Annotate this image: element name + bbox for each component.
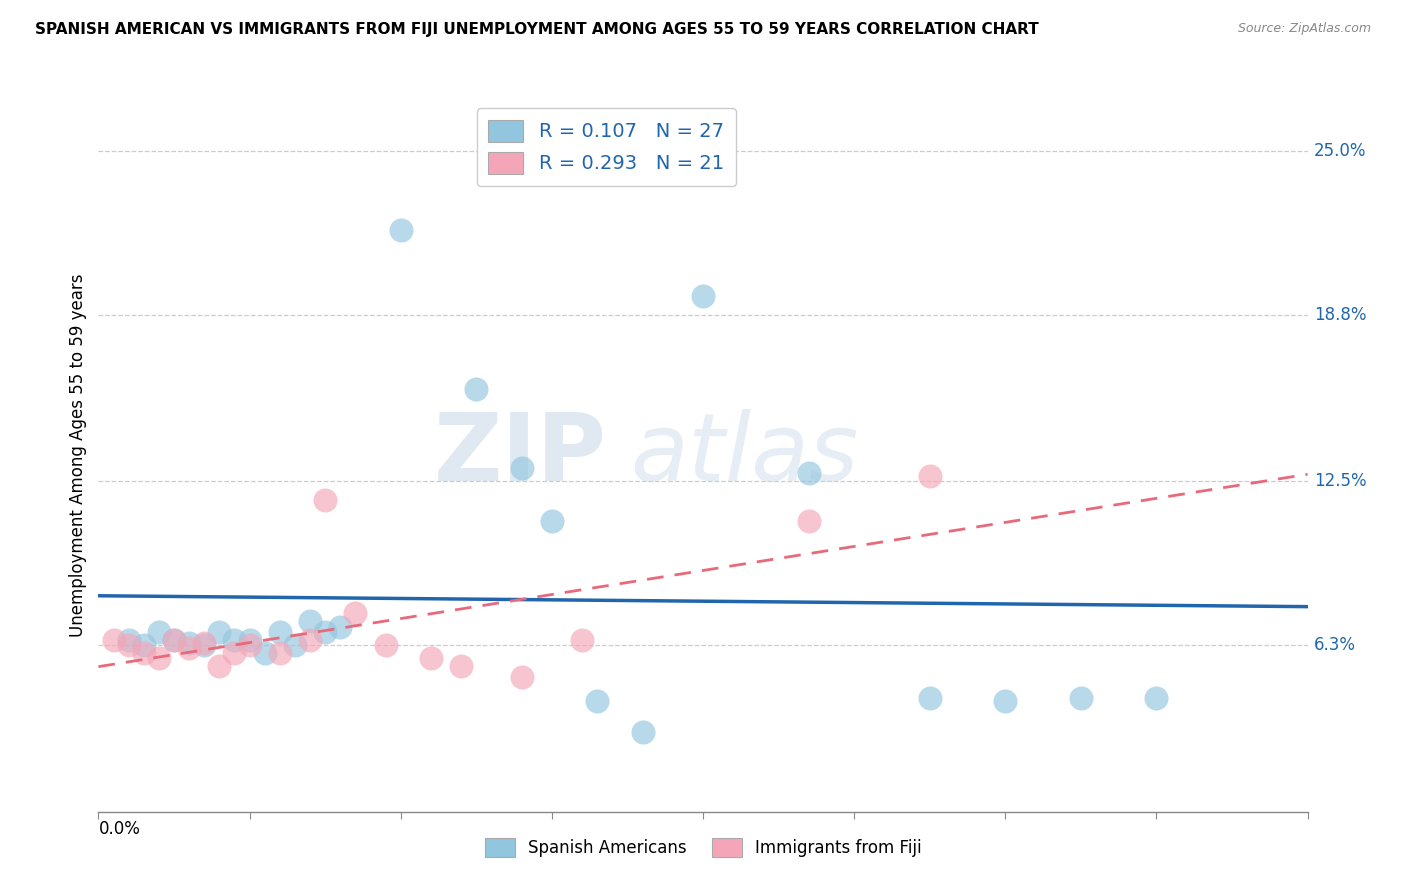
Point <box>118 632 141 647</box>
Point <box>994 694 1017 708</box>
Point <box>284 638 307 652</box>
Point <box>239 638 262 652</box>
Text: 6.3%: 6.3% <box>1313 636 1355 654</box>
Point <box>269 625 291 640</box>
Point <box>208 659 231 673</box>
Point <box>918 691 941 706</box>
Point <box>692 289 714 303</box>
Point <box>132 646 155 660</box>
Point <box>419 651 441 665</box>
Point <box>193 638 215 652</box>
Point <box>299 615 322 629</box>
Point <box>1070 691 1092 706</box>
Point <box>179 640 201 655</box>
Text: 12.5%: 12.5% <box>1313 473 1367 491</box>
Point <box>224 632 246 647</box>
Point <box>631 725 654 739</box>
Text: SPANISH AMERICAN VS IMMIGRANTS FROM FIJI UNEMPLOYMENT AMONG AGES 55 TO 59 YEARS : SPANISH AMERICAN VS IMMIGRANTS FROM FIJI… <box>35 22 1039 37</box>
Point <box>797 514 820 528</box>
Text: atlas: atlas <box>630 409 859 500</box>
Point <box>132 638 155 652</box>
Point <box>208 625 231 640</box>
Point <box>148 651 170 665</box>
Legend: Spanish Americans, Immigrants from Fiji: Spanish Americans, Immigrants from Fiji <box>478 831 928 864</box>
Point <box>314 625 336 640</box>
Point <box>163 632 186 647</box>
Point <box>239 632 262 647</box>
Point <box>465 382 488 396</box>
Point <box>374 638 396 652</box>
Text: Source: ZipAtlas.com: Source: ZipAtlas.com <box>1237 22 1371 36</box>
Point <box>224 646 246 660</box>
Point <box>193 635 215 649</box>
Point <box>1144 691 1167 706</box>
Point <box>450 659 472 673</box>
Point <box>571 632 593 647</box>
Point <box>103 632 125 647</box>
Text: 0.0%: 0.0% <box>98 821 141 838</box>
Point <box>269 646 291 660</box>
Point <box>510 670 533 684</box>
Point <box>797 467 820 481</box>
Point <box>344 607 367 621</box>
Text: ZIP: ZIP <box>433 409 606 501</box>
Point <box>163 632 186 647</box>
Point <box>253 646 276 660</box>
Text: 18.8%: 18.8% <box>1313 306 1367 324</box>
Point <box>389 223 412 237</box>
Point <box>918 469 941 483</box>
Point <box>329 620 352 634</box>
Point <box>314 492 336 507</box>
Point <box>179 635 201 649</box>
Point <box>586 694 609 708</box>
Y-axis label: Unemployment Among Ages 55 to 59 years: Unemployment Among Ages 55 to 59 years <box>69 273 87 637</box>
Point <box>540 514 562 528</box>
Point <box>148 625 170 640</box>
Point <box>510 461 533 475</box>
Point <box>299 632 322 647</box>
Point <box>118 638 141 652</box>
Text: 25.0%: 25.0% <box>1313 142 1367 160</box>
